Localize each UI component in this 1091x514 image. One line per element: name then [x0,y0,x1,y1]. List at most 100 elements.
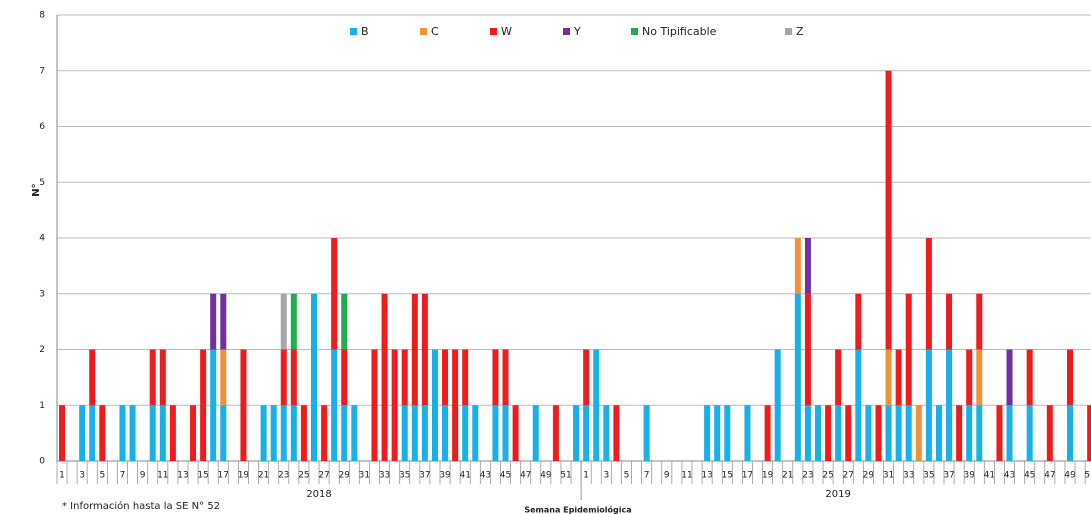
bar-segment [401,405,408,461]
bar-segment [79,405,86,461]
legend-label: W [501,25,512,38]
y-tick-label: 8 [39,11,45,21]
x-tick-label: 1 [583,471,589,481]
legend-swatch [785,28,792,35]
x-tick-label: 13 [701,471,712,481]
legend-swatch [490,28,497,35]
x-tick-label: 35 [399,471,410,481]
legend-swatch [631,28,638,35]
x-tick-label: 9 [664,471,670,481]
bar-segment [966,349,973,406]
x-tick-label: 33 [379,471,390,481]
bar-segment [815,405,821,461]
bar-segment [341,349,348,406]
bar-segment [583,349,590,406]
bar-segment [421,405,428,461]
x-tick-label: 49 [540,471,552,481]
x-tick-label: 3 [603,471,609,481]
bar-segment [341,293,348,350]
bar-segment [200,349,207,461]
y-tick-label: 4 [39,234,45,244]
x-tick-label: 47 [520,471,531,481]
bar-segment [280,405,287,461]
bar-segment [431,349,438,461]
bar-segment [159,349,166,406]
bar-segment [1087,405,1091,461]
bar-segment [300,405,307,461]
legend-label: C [431,25,439,38]
bar-segment [89,349,96,406]
bar-segment [421,293,428,406]
bar-segment [371,349,378,461]
x-tick-label: 33 [903,471,914,481]
bar-segment [391,349,398,461]
x-tick-label: 7 [644,471,650,481]
x-tick-label: 37 [419,471,430,481]
legend-label: Y [573,25,581,38]
bar-segment [603,405,610,461]
bar-segment [825,405,832,461]
bar-segment [452,349,459,461]
bar-segment [462,349,469,406]
bar-segment [925,349,932,461]
bar-segment [764,405,771,461]
bar-segment [351,405,358,461]
bar-segment [210,293,217,350]
bar-segment [976,293,983,350]
bar-segment [552,405,559,461]
bar-segment [845,405,852,461]
bar-segment [875,405,882,461]
bar-segment [280,349,287,406]
x-tick-label: 31 [359,471,370,481]
bar-segment [935,405,942,461]
bar-segment [643,405,650,461]
x-tick-label: 9 [140,471,146,481]
x-tick-label: 43 [480,471,491,481]
bar-segment [704,405,711,461]
bar-segment [573,405,580,461]
bar-segment [411,405,418,461]
legend-label: Z [796,25,804,38]
legend-label: B [361,25,369,38]
bar-segment [502,405,509,461]
bar-segment [321,405,328,461]
x-tick-label: 17 [742,471,753,481]
bar-segment [895,349,902,406]
bar-segment [794,238,801,294]
bar-segment [169,405,176,461]
x-tick-label: 25 [298,471,309,481]
x-tick-label: 43 [1004,471,1015,481]
bar-segment [1006,349,1013,406]
x-tick-label: 1 [59,471,65,481]
year-label: 2019 [825,489,850,500]
bar-segment [119,405,126,461]
x-tick-label: 51 [560,471,571,481]
bar-segment [744,405,751,461]
bar-segment [190,405,197,461]
bar-segment [472,405,479,461]
x-tick-label: 5 [624,471,630,481]
bar-segment [966,405,973,461]
legend-label: No Tipificable [642,25,717,38]
legend-swatch [350,28,357,35]
x-tick-label: 19 [238,471,250,481]
bar-segment [381,293,388,461]
x-tick-label: 23 [278,471,289,481]
x-tick-label: 5 [99,471,105,481]
bar-segment [1067,405,1073,461]
x-tick-label: 41 [459,471,470,481]
bar-segment [99,405,106,461]
x-tick-label: 49 [1064,471,1076,481]
bar-segment [593,349,600,461]
bar-segment [401,349,408,406]
bar-segment [331,349,338,461]
bar-segment [885,349,892,406]
bar-segment [492,405,499,461]
y-axis-label: N° [31,183,42,196]
bar-segment [220,405,227,461]
bar-segment [290,349,297,406]
x-tick-label: 29 [863,471,875,481]
bar-segment [1046,405,1053,461]
bar-segment [946,349,953,461]
bar-segment [270,405,277,461]
